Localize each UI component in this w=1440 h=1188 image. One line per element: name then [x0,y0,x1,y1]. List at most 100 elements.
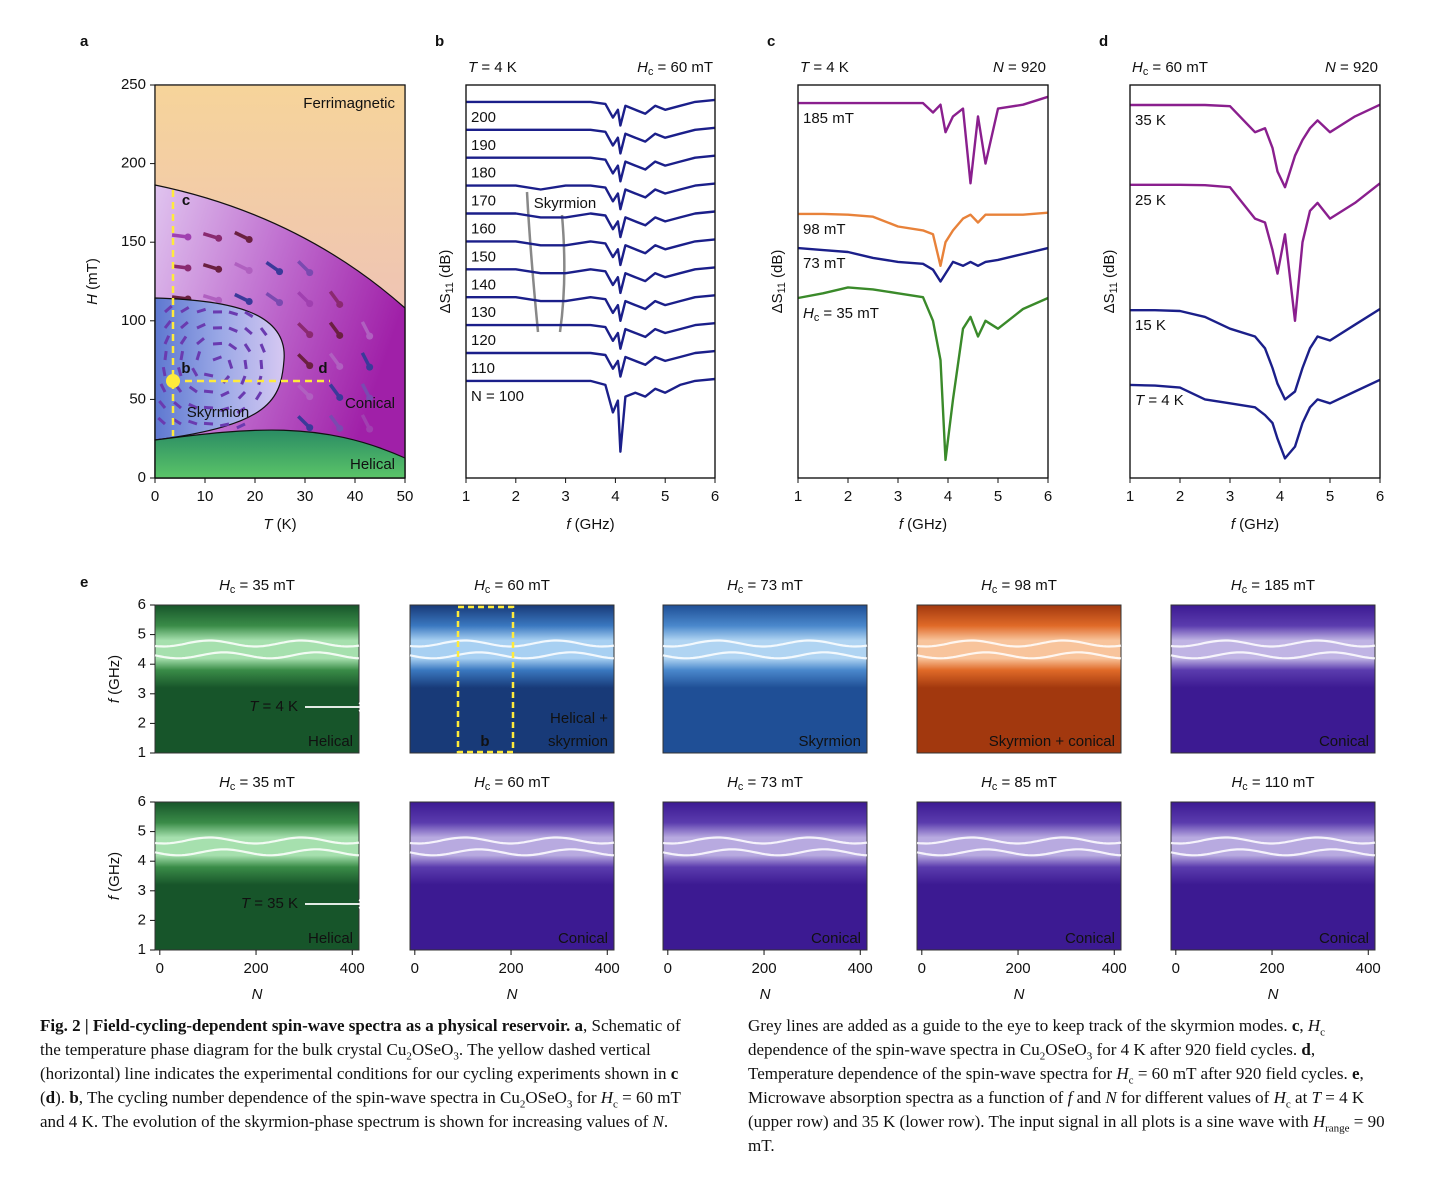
x-tick-label: 200 [1260,960,1285,977]
panel-header-run: = 60 mT [1148,59,1208,76]
panel-title-run: = 98 mT [997,577,1057,594]
panel-title-run: = 185 mT [1247,577,1315,594]
temperature-label: T = 4 K [249,698,298,715]
spin-arrow-head [306,300,314,308]
y-axis-label: f (GHz) [106,852,123,900]
x-tick-label: 5 [1326,488,1334,505]
series-label: 98 mT [803,221,846,238]
panel-letter: b [435,33,444,50]
series-label: 185 mT [803,110,854,127]
spin-arrow [163,335,171,345]
panel-header-run: T [800,59,811,76]
panel-title-run: c [738,584,744,596]
caption-run: c [670,1064,679,1083]
spin-arrow [188,385,198,394]
x-tick-label: 1 [462,488,470,505]
panel-title-run: H [474,577,485,594]
caption-run: c [1320,1026,1326,1039]
spin-arrow [228,326,238,333]
x-tick-label: 6 [1044,488,1052,505]
x-axis-label-run: (GHz) [903,516,947,533]
spectrum-line [466,266,716,295]
region-label: Helical [350,456,395,473]
plot-frame [1129,84,1381,479]
spin-arrow [179,350,185,361]
caption-run: Grey lines are added as a guide to the e… [748,1016,1292,1035]
heatmap [409,801,615,951]
spin-arrow-head [215,234,223,242]
caption-run: c [1285,1098,1291,1111]
phase-label: Conical [1065,930,1115,947]
y-axis-label-run: (dB) [1101,250,1118,283]
x-tick-label: 400 [1356,960,1381,977]
spin-arrow-head [366,394,374,402]
phase-label: Helical [308,733,353,750]
spin-arrow [243,359,248,370]
temperature-label-run: = 4 K [258,698,298,715]
plot-border [1129,84,1381,479]
y-axis-label-run: 11 [1108,282,1120,293]
spectrum-line [466,98,716,127]
panel-title-run: H [1231,577,1242,594]
panel-header-run: = 4 K [809,59,849,76]
spectrum-line [466,349,716,378]
spin-arrow [164,304,173,314]
spin-arrow [236,406,246,415]
series-label: 130 [471,304,496,321]
panel-title-run: H [219,774,230,791]
y-axis-label-run: (dB) [437,250,454,283]
spin-arrow [158,400,167,409]
spin-arrow [237,390,247,400]
caption-run: 2 [406,1050,412,1063]
phase-label: Conical [1319,733,1369,750]
plot-border [154,84,406,479]
temperature-label: T = 35 K [241,895,298,912]
mode-line [916,848,1122,857]
spectrum-line [1130,103,1381,189]
spin-arrow [191,367,199,377]
spectrum-line [466,322,716,350]
panel-title: Hc = 73 mT [727,577,803,596]
spin-arrow [212,355,222,362]
spin-arrow [203,405,214,410]
spectrum-line [1130,182,1381,322]
spin-arrow-head [336,393,344,401]
x-tick-label: 20 [247,488,264,505]
spin-arrow-head [336,300,344,308]
caption-run: = 4 K (upper row) and 35 K (lower row). … [748,1088,1365,1131]
arrow [305,899,371,909]
spin-arrow-head [306,331,314,339]
y-tick-label: 3 [138,685,146,702]
spectrum-line [466,238,716,267]
x-tick-label: 30 [297,488,314,505]
panel-header-run: = 920 [1336,59,1378,76]
x-axis-label-run: f [899,516,905,533]
spin-arrow-head [306,269,314,277]
panel-title-run: c [992,584,998,596]
panel-title: Hc = 110 mT [1231,774,1314,793]
x-tick-label: 2 [1176,488,1184,505]
panel-title-run: H [474,774,485,791]
spectrum-line [797,286,1049,462]
spin-arrow [177,366,183,377]
caption-run: c [1291,1016,1300,1035]
y-axis-label: ΔS11 (dB) [437,250,456,314]
series-label: 140 [471,276,496,293]
x-axis-label-run: N [760,986,771,1003]
panel-title-run: = 35 mT [235,774,295,791]
x-axis-label-run: T [263,516,274,533]
series-label-run: = 4 K [1144,392,1184,409]
heatmap [154,604,360,754]
x-tick-label: 0 [151,488,159,505]
phase-label: Helical + [550,710,608,727]
mode-line [154,836,360,845]
temperature-label-run: = 35 K [250,895,298,912]
spin-arrow-head [306,362,314,370]
caption-run: = 90 mT. [748,1112,1385,1155]
spin-arrow [163,319,172,329]
mode-line [1170,836,1376,845]
heatmap [1170,801,1376,951]
x-tick-label: 200 [1006,960,1031,977]
spin-arrow-head [245,297,253,305]
